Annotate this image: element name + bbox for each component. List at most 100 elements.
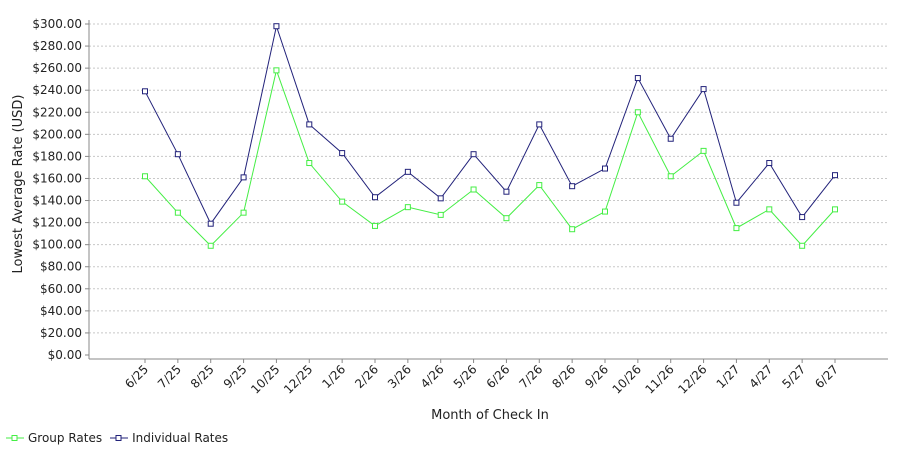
data-point (536, 182, 543, 189)
legend-swatch-group-rates (6, 435, 24, 441)
legend-label-individual-rates: Individual Rates (132, 431, 229, 445)
data-point (207, 242, 214, 249)
data-point (470, 151, 477, 158)
data-point (569, 183, 576, 190)
data-point (306, 160, 313, 167)
chart-legend: Group Rates Individual Rates (6, 430, 236, 446)
data-point (667, 173, 674, 180)
y-tick-label: $280.00 (32, 39, 82, 53)
y-tick-label: $140.00 (32, 194, 82, 208)
data-point (766, 206, 773, 213)
x-tick-label: 2/26 (352, 362, 381, 391)
x-tick-label: 11/26 (642, 362, 676, 396)
y-tick-label: $40.00 (40, 304, 82, 318)
data-point (240, 209, 247, 216)
data-point (700, 86, 707, 93)
data-point (339, 150, 346, 157)
data-point (372, 222, 378, 229)
y-tick-label: $0.00 (48, 348, 82, 362)
series-line (144, 68, 836, 247)
series-line (144, 24, 836, 225)
y-tick-label: $300.00 (32, 17, 82, 31)
x-tick-label: 1/27 (714, 362, 743, 391)
line-chart: $0.00 $20.00 $40.00 $60.00 $80.00 $100.00 $120… (11, 17, 888, 423)
y-tick-label: $180.00 (32, 149, 82, 163)
data-point (832, 206, 838, 213)
data-point (569, 226, 576, 233)
data-point (142, 88, 148, 95)
axes (85, 20, 888, 363)
data-point (700, 147, 707, 154)
data-point (142, 173, 148, 180)
data-point (174, 209, 181, 216)
data-point (634, 109, 641, 116)
legend-item-individual-rates[interactable]: Individual Rates (110, 431, 228, 445)
data-point (372, 194, 378, 201)
x-tick-label: 10/26 (610, 362, 644, 396)
y-tick-label: $160.00 (32, 171, 82, 185)
y-tick-label: $60.00 (40, 282, 82, 296)
x-tick-label: 6/25 (122, 362, 151, 391)
y-tick-label: $220.00 (32, 105, 82, 119)
y-tick-label: $260.00 (32, 61, 82, 75)
data-point (799, 214, 806, 221)
x-axis-label: Month of Check In (431, 408, 549, 423)
data-point (273, 67, 280, 74)
y-tick-label: $240.00 (32, 83, 82, 97)
x-tick-label: 3/26 (385, 362, 414, 391)
series-group-rates (142, 67, 838, 249)
y-tick-label: $80.00 (40, 260, 82, 274)
x-tick-label: 5/27 (779, 362, 808, 391)
y-tick-label: $20.00 (40, 326, 82, 340)
x-tick-label: 8/26 (549, 362, 578, 391)
x-tick-label: 12/25 (281, 362, 315, 396)
data-point (339, 198, 346, 205)
x-tick-label: 10/25 (248, 362, 282, 396)
data-point (273, 23, 280, 30)
grid-lines (89, 23, 888, 334)
data-point (602, 208, 608, 215)
x-tick-label: 7/26 (516, 362, 545, 391)
y-tick-label: $120.00 (32, 216, 82, 230)
data-point (207, 220, 214, 227)
data-point (799, 242, 806, 249)
data-point (536, 121, 543, 128)
data-point (766, 160, 773, 167)
x-tick-label: 5/26 (451, 362, 480, 391)
x-tick-label: 7/25 (155, 362, 184, 391)
legend-swatch-individual-rates (110, 435, 129, 441)
x-tick-label: 9/26 (582, 362, 611, 391)
y-tick-label: $100.00 (32, 238, 82, 252)
series-individual-rates (142, 23, 838, 227)
data-point (306, 121, 313, 128)
data-point (437, 211, 444, 218)
data-point (733, 225, 740, 232)
data-point (404, 204, 411, 211)
data-point (503, 188, 510, 195)
data-point (503, 215, 510, 222)
legend-item-group-rates[interactable]: Group Rates (6, 431, 102, 445)
x-tick-label: 6/27 (812, 362, 841, 391)
x-tick-label: 9/25 (221, 362, 250, 391)
y-axis-label: Lowest Average Rate (USD) (11, 95, 26, 274)
x-tick-label: 1/26 (319, 362, 348, 391)
x-tick-label: 6/26 (484, 362, 513, 391)
data-point (733, 199, 740, 206)
x-tick-label: 8/25 (188, 362, 217, 391)
data-point (667, 135, 674, 142)
data-point (240, 174, 247, 181)
data-point (832, 172, 838, 179)
data-point (470, 186, 477, 193)
legend-label-group-rates: Group Rates (28, 431, 103, 445)
x-tick-label: 12/26 (675, 362, 709, 396)
data-point (174, 151, 181, 158)
series-lines (142, 23, 838, 249)
y-tick-label: $200.00 (32, 127, 82, 141)
y-tick-labels: $0.00 $20.00 $40.00 $60.00 $80.00 $100.00 $120… (32, 17, 82, 362)
x-tick-label: 4/26 (418, 362, 447, 391)
x-tick-label: 4/27 (746, 362, 775, 391)
data-point (602, 165, 608, 172)
data-point (634, 75, 641, 82)
data-point (437, 195, 444, 202)
